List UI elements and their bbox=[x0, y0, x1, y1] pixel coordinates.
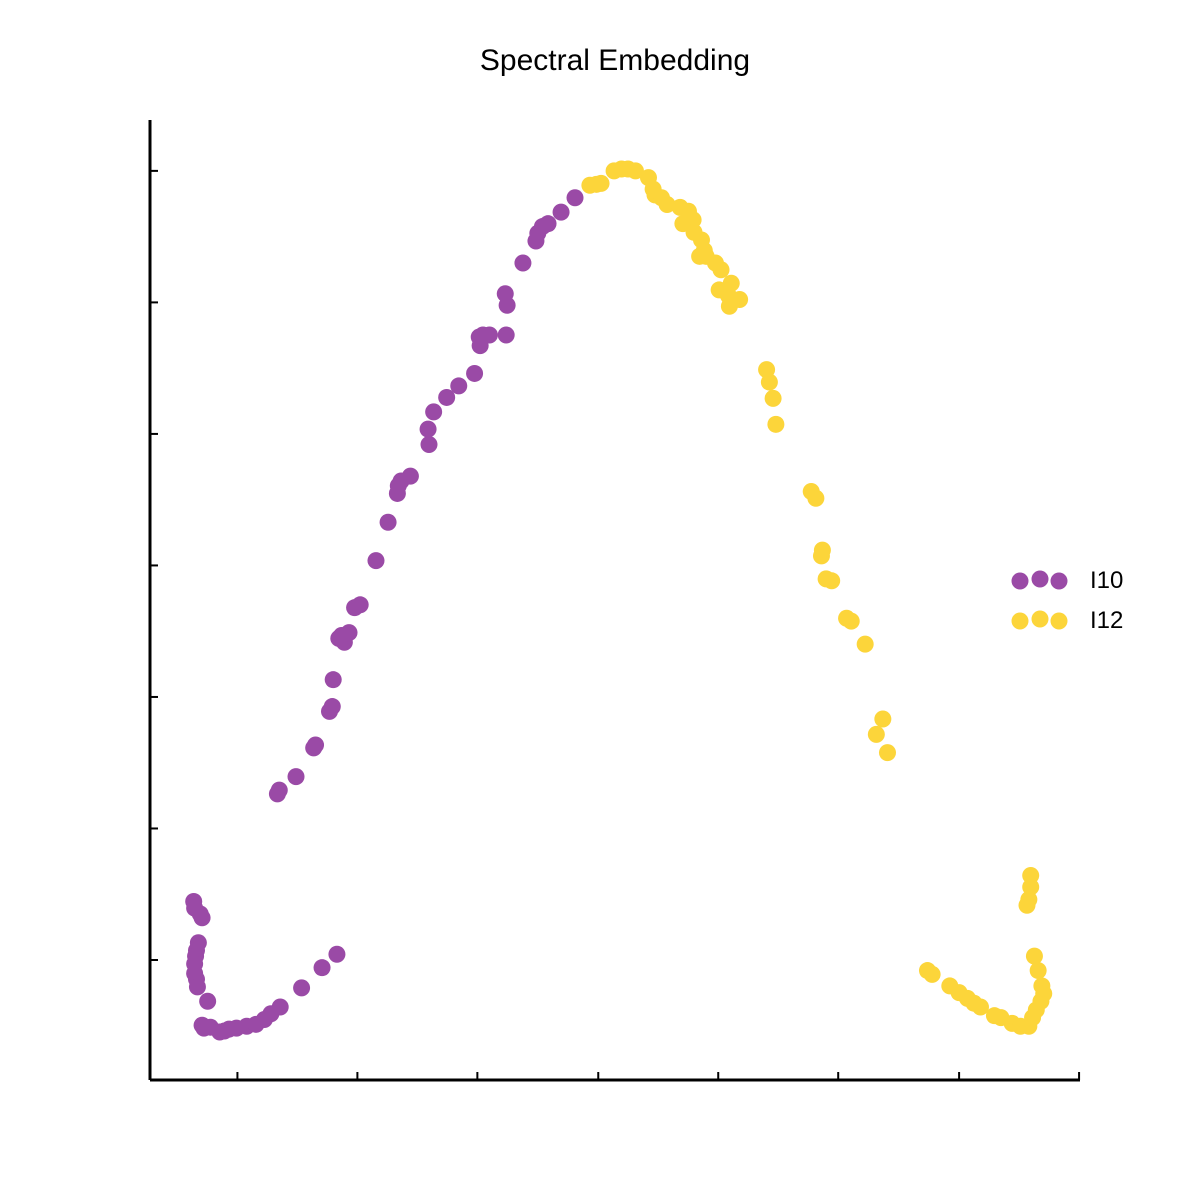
point-I10-60 bbox=[514, 254, 532, 272]
point-I10-52 bbox=[466, 364, 484, 382]
point-I10-65 bbox=[552, 203, 570, 221]
point-I10-42 bbox=[379, 513, 397, 531]
point-I10-41 bbox=[367, 552, 385, 570]
legend-marker-I12-2 bbox=[1050, 612, 1068, 630]
point-I10-24 bbox=[293, 979, 311, 997]
point-I10-47 bbox=[420, 435, 438, 453]
point-I12-35 bbox=[812, 547, 830, 565]
point-I10-31 bbox=[307, 736, 325, 754]
point-I12-42 bbox=[867, 725, 885, 743]
legend-item-I12: I12 bbox=[1011, 607, 1123, 634]
point-I10-57 bbox=[497, 326, 515, 344]
legend-marker-I10-1 bbox=[1031, 570, 1049, 588]
point-I12-37 bbox=[823, 572, 841, 590]
point-I12-31 bbox=[767, 415, 785, 433]
point-I12-41 bbox=[874, 710, 892, 728]
point-I10-28 bbox=[270, 781, 288, 799]
point-I12-33 bbox=[807, 489, 825, 507]
point-I12-45 bbox=[923, 965, 941, 983]
legend-label-I12: I12 bbox=[1090, 607, 1123, 634]
point-I10-38 bbox=[333, 627, 351, 645]
point-I12-50 bbox=[971, 998, 989, 1016]
point-I12-39 bbox=[842, 612, 860, 630]
data-points bbox=[185, 160, 1053, 1041]
point-I10-66 bbox=[566, 189, 584, 207]
point-I12-29 bbox=[760, 373, 778, 391]
legend-marker-I12-0 bbox=[1011, 612, 1029, 630]
point-I10-59 bbox=[496, 285, 514, 303]
point-I12-30 bbox=[764, 389, 782, 407]
point-I10-51 bbox=[450, 377, 468, 395]
point-I12-61 bbox=[1029, 962, 1047, 980]
legend-marker-I10-0 bbox=[1011, 572, 1029, 590]
point-I12-2 bbox=[592, 174, 610, 192]
point-I12-27 bbox=[720, 297, 738, 315]
point-I12-40 bbox=[856, 635, 874, 653]
point-I10-33 bbox=[323, 698, 341, 716]
point-I10-48 bbox=[419, 420, 437, 438]
legend-marker-I10-2 bbox=[1050, 572, 1068, 590]
point-I10-49 bbox=[425, 403, 443, 421]
point-I10-34 bbox=[324, 671, 342, 689]
point-I10-46 bbox=[401, 467, 419, 485]
axes bbox=[148, 120, 1081, 1082]
point-I10-3 bbox=[191, 905, 209, 923]
chart-title: Spectral Embedding bbox=[480, 44, 750, 77]
point-I12-66 bbox=[1022, 867, 1040, 885]
point-I12-64 bbox=[1020, 891, 1038, 909]
point-I10-10 bbox=[188, 978, 206, 996]
series-I10 bbox=[185, 189, 584, 1041]
series-I12 bbox=[581, 160, 1053, 1035]
legend-item-I10: I10 bbox=[1011, 567, 1123, 594]
point-I10-40 bbox=[351, 596, 369, 614]
point-I10-64 bbox=[539, 215, 557, 233]
point-I10-11 bbox=[199, 992, 217, 1010]
legend-marker-I12-1 bbox=[1031, 610, 1049, 628]
point-I10-23 bbox=[271, 998, 289, 1016]
point-I10-25 bbox=[313, 959, 331, 977]
point-I12-62 bbox=[1025, 947, 1043, 965]
point-I12-60 bbox=[1033, 977, 1051, 995]
point-I12-6 bbox=[626, 162, 644, 180]
point-I12-22 bbox=[712, 261, 730, 279]
point-I10-29 bbox=[287, 768, 305, 786]
point-I10-1 bbox=[185, 892, 203, 910]
point-I12-11 bbox=[658, 195, 676, 213]
point-I12-43 bbox=[878, 744, 896, 762]
point-I10-56 bbox=[480, 326, 498, 344]
point-I10-50 bbox=[438, 388, 456, 406]
point-I10-26 bbox=[328, 945, 346, 963]
legend-label-I10: I10 bbox=[1090, 567, 1123, 594]
